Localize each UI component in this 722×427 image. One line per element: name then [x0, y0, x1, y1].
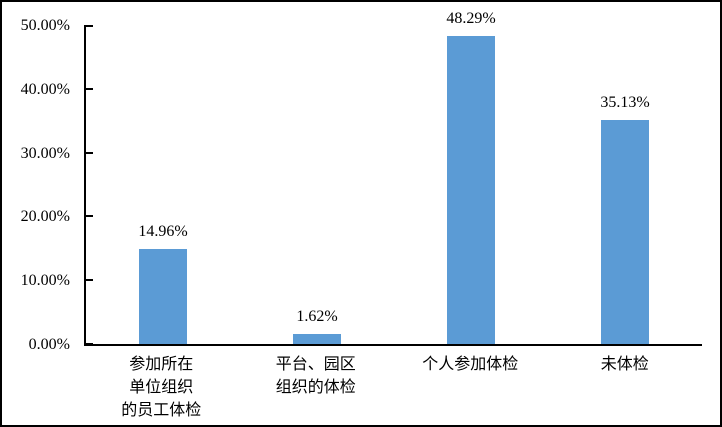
- y-tick-mark: [86, 215, 93, 218]
- bar: [447, 35, 495, 344]
- bar: [293, 333, 341, 344]
- bar-data-label: 1.62%: [296, 307, 338, 325]
- bar: [601, 119, 649, 344]
- x-category-label: 平台、园区 组织的体检: [275, 356, 356, 396]
- y-tick-mark: [86, 25, 93, 27]
- bar-slot: 1.62%: [240, 25, 394, 344]
- y-axis-tick-labels: 0.00% 10.00% 20.00% 30.00% 40.00% 50.00%: [2, 17, 76, 353]
- bar-data-label: 35.13%: [600, 93, 650, 111]
- x-category-label: 未体检: [600, 356, 649, 373]
- bar-data-label: 48.29%: [446, 9, 496, 27]
- bar: [139, 248, 187, 344]
- bar-data-label: 14.96%: [138, 222, 188, 240]
- y-tick-label: 50.00%: [20, 17, 70, 34]
- y-tick-label: 0.00%: [28, 336, 70, 353]
- y-tick-label: 40.00%: [20, 80, 70, 98]
- bar-slot: 35.13%: [548, 25, 702, 344]
- bars-row: 14.96% 1.62% 48.29% 35.13%: [86, 10, 702, 344]
- bar-slot: 14.96%: [86, 25, 240, 344]
- y-tick-label: 30.00%: [20, 144, 70, 162]
- plot-area: 14.96% 1.62% 48.29% 35.13%: [84, 10, 702, 346]
- y-tick-mark: [86, 151, 93, 154]
- x-category-label: 参加所在 单位组织 的员工体检: [121, 356, 202, 419]
- x-axis-category-labels: 参加所在 单位组织 的员工体检 平台、园区 组织的体检 个人参加体检 未体检: [84, 353, 702, 422]
- bar-slot: 48.29%: [394, 10, 548, 344]
- x-category-label: 个人参加体检: [422, 356, 519, 373]
- y-tick-label: 10.00%: [20, 272, 70, 290]
- y-tick-mark: [86, 87, 93, 90]
- y-tick-label: 20.00%: [20, 208, 70, 226]
- y-tick-mark: [86, 279, 93, 282]
- y-tick-mark: [86, 343, 93, 345]
